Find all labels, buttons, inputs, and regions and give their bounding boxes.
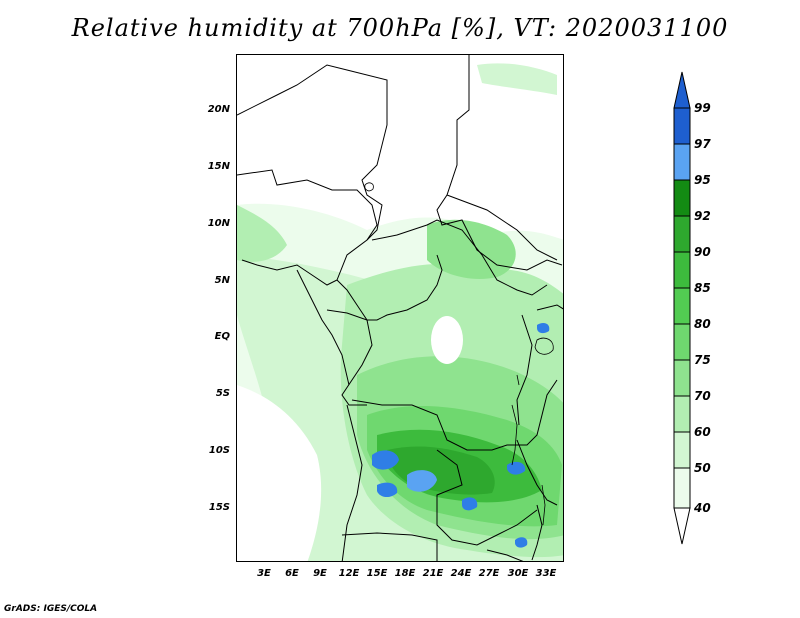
boundary-nigeria — [237, 169, 378, 286]
colorbar-swatch-95-97 — [673, 143, 691, 181]
lon-label-24e: 24E — [450, 568, 472, 579]
lon-label-27e: 27E — [478, 568, 500, 579]
colorbar-label-99: 99 — [694, 101, 711, 115]
lat-label-5s: 5S — [215, 388, 230, 399]
saturated-region-5 — [507, 461, 526, 475]
lake-chad — [364, 182, 374, 192]
colorbar-label-60: 60 — [694, 425, 711, 439]
lakes — [364, 182, 554, 526]
colorbar-label-95: 95 — [694, 173, 711, 187]
colorbar-swatch-80-85 — [673, 287, 691, 325]
boundary-angola — [341, 404, 363, 561]
dry-region-southwest — [237, 385, 322, 561]
lake-victoria — [534, 337, 554, 355]
lon-label-33e: 33E — [535, 568, 557, 579]
colorbar-label-50: 50 — [694, 461, 711, 475]
boundary-drc — [351, 379, 558, 451]
lat-label-5n: 5N — [214, 275, 230, 286]
saturated-region-4 — [462, 497, 478, 511]
colorbar-label-97: 97 — [694, 137, 711, 151]
boundary-uganda — [536, 304, 563, 311]
boundary-niger-chad — [237, 64, 388, 241]
humidity-region-west — [237, 205, 287, 262]
colorbar-label-92: 92 — [694, 209, 711, 223]
colorbar-swatch-97-99 — [673, 107, 691, 145]
dry-center — [431, 316, 463, 364]
lake-tanganyika — [511, 404, 518, 466]
lat-label-15s: 15S — [208, 502, 230, 513]
colorbar-top-arrow — [673, 71, 691, 109]
map-canvas — [237, 55, 563, 561]
colorbar — [673, 71, 691, 545]
map-title: Relative humidity at 700hPa [%], VT: 202… — [71, 14, 729, 42]
saturated-region-3 — [377, 482, 398, 498]
boundary-zambia — [436, 449, 538, 546]
credit-text: GrADS: IGES/COLA — [4, 604, 98, 614]
saturated-region-2 — [407, 470, 437, 492]
colorbar-label-70: 70 — [694, 389, 711, 403]
colorbar-label-90: 90 — [694, 245, 711, 259]
colorbar-label-80: 80 — [694, 317, 711, 331]
humidity-field — [237, 63, 563, 561]
colorbar-swatch-60-70 — [673, 395, 691, 433]
country-boundaries — [237, 55, 563, 561]
boundary-angola-south — [341, 532, 438, 561]
colorbar-swatch-40-50 — [673, 467, 691, 509]
colorbar-bottom-arrow — [673, 507, 691, 545]
colorbar-label-85: 85 — [694, 281, 711, 295]
boundary-lakes-east — [516, 314, 533, 426]
lon-label-21e: 21E — [422, 568, 444, 579]
saturated-region-7 — [515, 537, 528, 548]
colorbar-label-75: 75 — [694, 353, 711, 367]
colorbar-swatch-70-75 — [673, 359, 691, 397]
boundary-car — [371, 219, 548, 296]
colorbar-label-40: 40 — [694, 501, 711, 515]
boundary-congo — [326, 309, 373, 406]
lon-label-15e: 15E — [366, 568, 388, 579]
lat-label-10s: 10S — [208, 445, 230, 456]
lon-label-6e: 6E — [285, 568, 299, 579]
lon-label-9e: 9E — [313, 568, 327, 579]
humidity-region-northeast — [477, 63, 557, 95]
colorbar-swatch-90-92 — [673, 215, 691, 253]
lat-label-15n: 15N — [207, 161, 230, 172]
humidity-map — [236, 54, 564, 562]
lat-label-eq: EQ — [214, 331, 230, 342]
boundary-mozambique — [486, 549, 524, 561]
lake-kivu — [516, 374, 520, 386]
lake-malawi — [541, 484, 546, 526]
boundary-malawi — [531, 504, 543, 561]
boundary-tanzania — [516, 439, 558, 506]
colorbar-swatch-85-90 — [673, 251, 691, 289]
lon-label-18e: 18E — [394, 568, 416, 579]
colorbar-swatch-75-80 — [673, 323, 691, 361]
colorbar-swatch-92-95 — [673, 179, 691, 217]
boundary-cameroon — [336, 254, 443, 321]
lon-label-3e: 3E — [257, 568, 271, 579]
saturated-region-6 — [537, 323, 550, 334]
boundary-gabon-coast — [296, 269, 350, 386]
saturated-region-1 — [372, 450, 399, 470]
humidity-region-north — [427, 219, 516, 280]
lon-label-12e: 12E — [338, 568, 360, 579]
boundary-chad-sudan — [436, 55, 563, 271]
lat-label-10n: 10N — [207, 218, 230, 229]
colorbar-swatch-50-60 — [673, 431, 691, 469]
boundary-sudan-south — [446, 194, 558, 261]
lat-label-20n: 20N — [207, 104, 230, 115]
lon-label-30e: 30E — [507, 568, 529, 579]
